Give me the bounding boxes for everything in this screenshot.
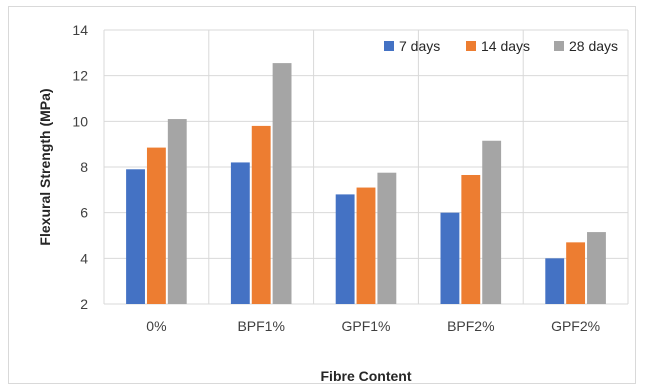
bar-14-days-0%	[146, 147, 166, 304]
legend-label: 28 days	[569, 38, 618, 54]
bar-28-days-0%	[167, 119, 187, 304]
y-tick-label: 6	[80, 205, 88, 221]
x-tick-label: BPF1%	[237, 318, 284, 334]
x-axis-title: Fibre Content	[321, 368, 412, 384]
legend-swatch	[384, 41, 394, 51]
y-tick-label: 14	[72, 22, 88, 38]
bar-28-days-BPF1%	[272, 63, 292, 304]
x-tick-label: 0%	[146, 318, 166, 334]
bar-28-days-BPF2%	[482, 140, 502, 304]
y-tick-label: 4	[80, 250, 88, 266]
bar-7-days-GPF1%	[335, 194, 355, 304]
y-tick-label: 10	[72, 113, 88, 129]
x-tick-label: BPF2%	[447, 318, 494, 334]
bar-7-days-0%	[126, 169, 145, 304]
legend-label: 14 days	[481, 38, 530, 54]
bar-14-days-BPF1%	[251, 125, 271, 305]
chart-frame	[8, 6, 636, 384]
bar-14-days-GPF1%	[356, 187, 376, 304]
bar-7-days-GPF2%	[545, 258, 565, 304]
bar-14-days-BPF2%	[461, 174, 481, 304]
x-tick-labels: 0% BPF1% GPF1% BPF2% GPF2%	[146, 318, 600, 334]
bars	[126, 63, 606, 305]
bar-14-days-GPF2%	[566, 242, 586, 304]
legend-label: 7 days	[399, 38, 440, 54]
legend-swatch	[466, 41, 476, 51]
gridlines	[103, 29, 629, 305]
bar-28-days-GPF2%	[587, 232, 606, 304]
bar-7-days-BPF2%	[440, 212, 460, 304]
x-tick-label: GPF1%	[341, 318, 390, 334]
x-tick-label: GPF2%	[551, 318, 600, 334]
legend: 7 days 14 days 28 days	[384, 38, 618, 54]
y-tick-label: 2	[80, 296, 88, 312]
bar-7-days-BPF1%	[230, 162, 250, 304]
bar-28-days-GPF1%	[377, 172, 397, 304]
y-tick-labels: 2 4 6 8 10 12 14	[72, 22, 88, 312]
y-tick-label: 12	[72, 68, 88, 84]
legend-swatch	[554, 41, 564, 51]
y-axis-title: Flexural Strength (MPa)	[37, 88, 53, 245]
y-tick-label: 8	[80, 159, 88, 175]
